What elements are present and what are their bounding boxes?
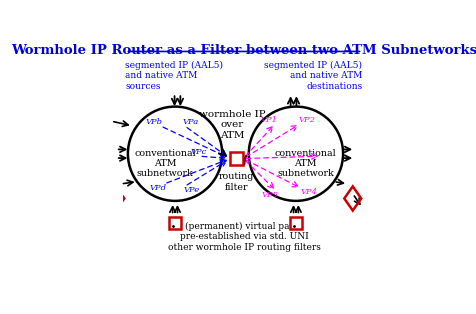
Text: segmented IP (AAL5)
and native ATM
sources: segmented IP (AAL5) and native ATM sourc… <box>126 61 223 90</box>
Text: VP2: VP2 <box>299 116 316 124</box>
Text: VPe: VPe <box>183 186 199 194</box>
Text: VPd: VPd <box>149 184 166 192</box>
Text: VPa: VPa <box>183 118 199 126</box>
Bar <box>290 217 302 229</box>
Text: routing
filter: routing filter <box>219 172 254 192</box>
Bar <box>169 217 181 229</box>
Text: VPc: VPc <box>191 148 208 156</box>
Text: conventional
ATM
subnetwork: conventional ATM subnetwork <box>135 149 196 178</box>
Text: (permanent) virtual paths
pre-established via std. UNI: (permanent) virtual paths pre-establishe… <box>179 221 308 241</box>
Text: VP4: VP4 <box>300 188 317 197</box>
Text: VP1: VP1 <box>260 116 277 124</box>
Text: VP5: VP5 <box>261 191 278 199</box>
Text: Wormhole IP Router as a Filter between two ATM Subnetworks: Wormhole IP Router as a Filter between t… <box>11 44 476 57</box>
Text: segmented IP (AAL5)
and native ATM
destinations: segmented IP (AAL5) and native ATM desti… <box>265 61 362 90</box>
Bar <box>230 152 243 165</box>
Text: other wormhole IP routing filters: other wormhole IP routing filters <box>168 243 320 252</box>
Text: wormhole IP
over
ATM: wormhole IP over ATM <box>198 110 265 140</box>
Text: conventional
ATM
subnetwork: conventional ATM subnetwork <box>275 149 337 178</box>
Text: VPb: VPb <box>146 118 162 126</box>
